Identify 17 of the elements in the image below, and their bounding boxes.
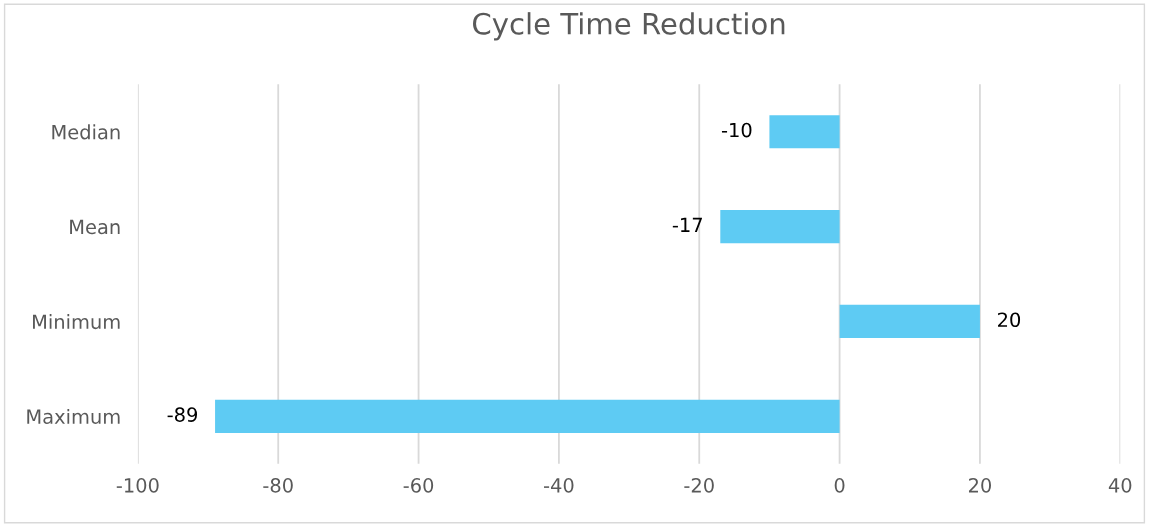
data-label: -10: [721, 122, 752, 138]
y-tick-label: Maximum: [27, 408, 120, 424]
x-tick-label: -40: [543, 477, 574, 493]
data-label: 20: [998, 312, 1021, 328]
data-label: -89: [167, 407, 198, 422]
x-tick-label: -100: [116, 477, 159, 493]
data-label: -17: [672, 217, 702, 232]
x-tick-label: -80: [263, 477, 293, 493]
x-tick-label: -60: [403, 477, 434, 493]
y-tick-label: Mean: [70, 219, 120, 235]
x-tick-label: -20: [684, 477, 714, 493]
x-tick-label: 0: [834, 477, 845, 493]
x-tick-label: 40: [1108, 477, 1132, 493]
x-tick-label: 20: [968, 477, 992, 493]
y-tick-label: Minimum: [33, 314, 120, 330]
chart-title: Cycle Time Reduction: [473, 12, 785, 41]
y-tick-label: Median: [52, 124, 120, 140]
